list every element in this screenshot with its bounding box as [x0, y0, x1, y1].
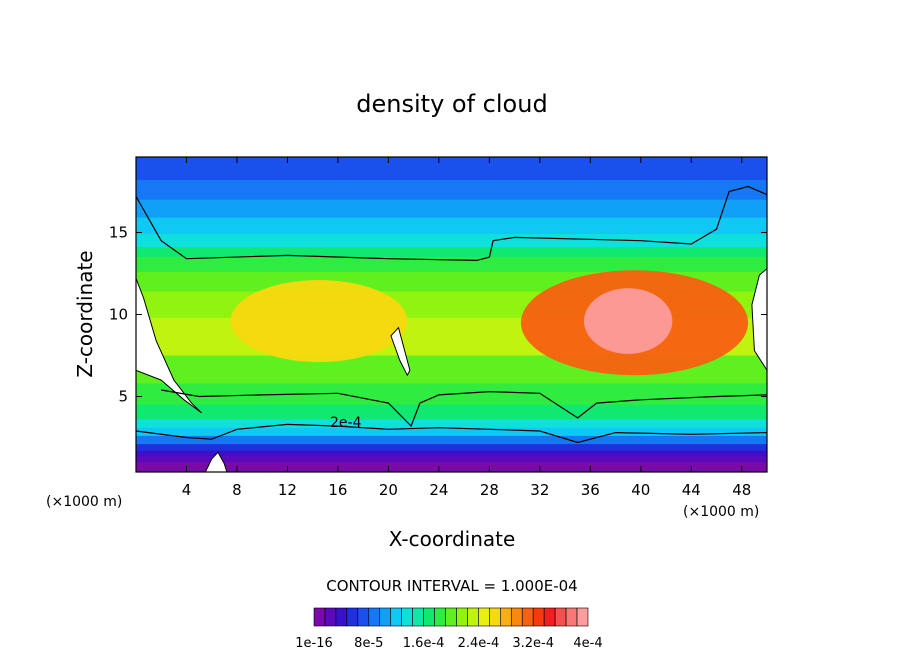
x-axis-label: X-coordinate [389, 527, 516, 551]
colorbar-swatch [456, 607, 468, 627]
field-layer [136, 450, 767, 457]
colorbar-tick-label: 8e-5 [354, 636, 383, 651]
x-tick-label: 32 [530, 481, 549, 499]
colorbar-swatch [543, 607, 556, 627]
x-tick-label: 12 [278, 481, 297, 499]
field-layer [136, 234, 767, 249]
colorbar-swatch [478, 607, 490, 627]
x-tick-label: 24 [429, 481, 448, 499]
y-axis-label: Z-coordinate [73, 250, 97, 377]
y-tick-label: 15 [109, 223, 128, 241]
colorbar-swatch [510, 607, 523, 627]
field-layer [136, 257, 767, 273]
y-axis-ticks: 5 10 15 [109, 223, 767, 406]
colorbar-tick-label: 3.2e-4 [512, 636, 554, 651]
field-layer [136, 179, 767, 201]
region-white-left [136, 278, 202, 414]
colorbar-tick-labels: 1e-16 8e-5 1.6e-4 2.4e-4 3.2e-4 4e-4 [295, 636, 602, 651]
colorbar-swatch [521, 607, 534, 627]
colorbar-swatch [335, 607, 348, 627]
x-tick-label: 44 [682, 481, 701, 499]
x-unit-right: (×1000 m) [683, 504, 759, 520]
field-layer [136, 217, 767, 236]
colorbar-swatch [368, 607, 381, 627]
colorbar-swatch [576, 607, 589, 627]
contour-interval-text: CONTOUR INTERVAL = 1.000E-04 [326, 577, 577, 595]
colorbar-swatch [554, 607, 567, 627]
contour-low [136, 423, 767, 444]
colorbar-swatch [445, 607, 457, 627]
x-tick-label: 36 [581, 481, 600, 499]
field-layer [136, 455, 767, 464]
colorbar-swatch [390, 607, 402, 627]
region-white-mid [390, 326, 411, 377]
x-tick-label: 8 [232, 481, 242, 499]
contour-mid [161, 389, 767, 428]
field-layer [136, 157, 767, 181]
contour-upper [136, 185, 767, 262]
colorbar-swatch [324, 607, 337, 627]
colorbar-swatch [565, 607, 578, 627]
colorbar-swatch [532, 607, 545, 627]
colorbar-swatch [379, 607, 392, 627]
field-blob [584, 288, 673, 354]
colorbar-tick-label: 1e-16 [295, 636, 333, 651]
colorbar-swatch [467, 607, 479, 627]
field-blob [230, 280, 408, 363]
chart-title: density of cloud [356, 90, 547, 118]
field-layer [136, 462, 767, 472]
contour-inline-label: 2e-4 [330, 415, 362, 431]
x-tick-label: 16 [328, 481, 347, 499]
colorbar-tick-label: 1.6e-4 [403, 636, 445, 651]
field-layer [136, 427, 767, 437]
region-white-right [751, 267, 767, 372]
x-unit-left: (×1000 m) [46, 494, 122, 510]
colorbar-swatch [401, 607, 413, 627]
colorbar-swatch [489, 607, 501, 627]
field-layer [136, 444, 767, 452]
y-tick-label: 5 [118, 388, 128, 406]
colorbar-swatch [412, 607, 424, 627]
colorbar-swatch [313, 607, 326, 627]
colorbar-tick-label: 2.4e-4 [458, 636, 500, 651]
region-ground-white [204, 451, 228, 472]
x-tick-label: 20 [379, 481, 398, 499]
colorbar-swatch [423, 607, 435, 627]
field-layer [136, 435, 767, 446]
field-layer [136, 199, 767, 219]
x-tick-label: 28 [480, 481, 499, 499]
y-tick-label: 10 [109, 306, 128, 324]
x-tick-label: 48 [732, 481, 751, 499]
colorbar-tick-label: 4e-4 [573, 636, 602, 651]
colorbar-swatch [434, 607, 446, 627]
x-axis-ticks: 4 8 12 16 20 24 28 32 36 40 44 48 [182, 157, 751, 499]
field-layer [136, 404, 767, 421]
colorbar-swatch [500, 607, 512, 627]
field-layer [136, 419, 767, 429]
x-tick-label: 40 [631, 481, 650, 499]
field-layer [136, 247, 767, 259]
colorbar-swatch [346, 607, 359, 627]
density-field [136, 157, 767, 472]
colorbar-swatch [357, 607, 370, 627]
contour-lines [136, 185, 767, 444]
colorbar [313, 607, 589, 627]
x-tick-label: 4 [182, 481, 192, 499]
